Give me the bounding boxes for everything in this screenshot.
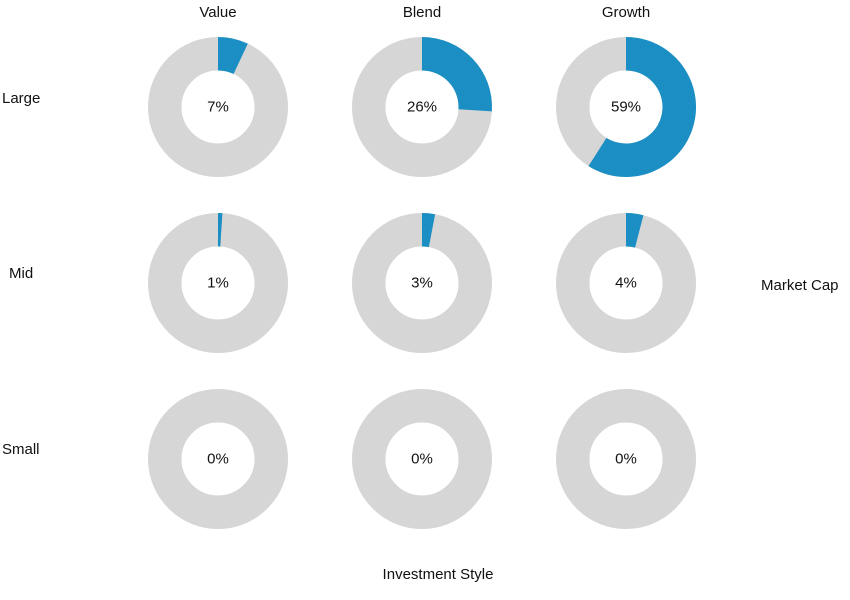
donut-label-large-blend: 26% (407, 99, 437, 116)
donut-track-small-growth (556, 389, 696, 529)
row-label-mid: Mid (9, 265, 34, 282)
donut-small-growth: 0% (556, 389, 696, 529)
donut-label-small-blend: 0% (411, 451, 433, 468)
donut-small-value: 0% (148, 389, 288, 529)
donut-label-mid-growth: 4% (615, 275, 637, 292)
donut-segment-large-value (218, 37, 248, 74)
donut-track-small-blend (352, 389, 492, 529)
row-label-small: Small (2, 441, 40, 458)
column-label-growth: Growth (601, 4, 651, 21)
column-label-value: Value (199, 4, 237, 21)
donut-mid-blend: 3% (352, 213, 492, 353)
column-label-blend: Blend (402, 4, 442, 21)
donut-track-small-value (148, 389, 288, 529)
donut-segment-mid-growth (626, 213, 644, 248)
donut-segment-large-growth (588, 37, 697, 178)
row-label-large: Large (2, 90, 41, 107)
donut-segment-mid-blend (422, 213, 436, 248)
donut-label-large-growth: 59% (611, 99, 641, 116)
donut-label-small-growth: 0% (615, 451, 637, 468)
y-axis-title: Market Cap (761, 277, 839, 294)
donut-small-blend: 0% (352, 389, 492, 529)
donut-large-value: 7% (148, 37, 288, 177)
donut-label-large-value: 7% (207, 99, 229, 116)
donut-label-mid-value: 1% (207, 275, 229, 292)
donut-mid-growth: 4% (556, 213, 696, 353)
donut-segment-mid-value (218, 213, 223, 247)
donut-label-small-value: 0% (207, 451, 229, 468)
donut-label-mid-blend: 3% (411, 275, 433, 292)
donut-segment-large-blend (422, 37, 493, 112)
x-axis-title: Investment Style (382, 566, 494, 583)
donut-large-blend: 26% (352, 37, 493, 177)
donut-mid-value: 1% (148, 213, 288, 353)
donut-large-growth: 59% (556, 37, 697, 178)
